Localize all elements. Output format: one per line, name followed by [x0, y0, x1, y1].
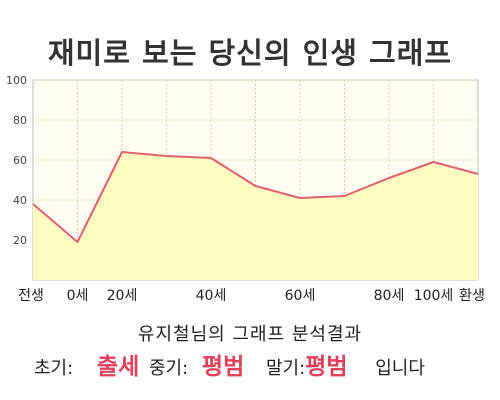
y-tick-label: 20	[13, 234, 27, 247]
x-tick-label: 전생	[18, 288, 44, 304]
mid-value: 평범	[201, 354, 245, 380]
analysis-result-line: 초기: 출세 중기: 평범 말기:평범 입니다	[34, 347, 484, 381]
late-label: 말기:	[265, 358, 306, 379]
y-tick-label: 100	[6, 74, 27, 87]
x-tick-label: 60세	[285, 288, 316, 304]
early-value: 출세	[96, 354, 140, 380]
y-tick-label: 40	[13, 194, 27, 207]
late-value: 평범	[305, 354, 348, 380]
x-tick-label: 환생	[459, 288, 485, 304]
mid-label: 중기:	[148, 358, 189, 379]
chart-title: 재미로 보는 당신의 인생 그래프	[47, 36, 453, 70]
x-tick-label: 100세	[414, 288, 454, 304]
x-tick-label: 0세	[67, 288, 89, 304]
suffix-text: 입니다	[375, 358, 425, 379]
life-graph-chart: 20 40 60 80 100 전생 0세 20세 40세 60세 80세 100세 환생	[6, 74, 485, 304]
x-tick-label: 80세	[374, 288, 405, 304]
analysis-result-title: 유지철님의 그래프 분석결과	[137, 324, 363, 345]
x-tick-label: 20세	[107, 288, 138, 304]
y-tick-label: 60	[13, 154, 27, 167]
early-label: 초기:	[34, 358, 74, 379]
y-tick-label: 80	[13, 114, 27, 127]
life-area-fill	[33, 152, 478, 280]
x-tick-label: 40세	[196, 288, 227, 304]
